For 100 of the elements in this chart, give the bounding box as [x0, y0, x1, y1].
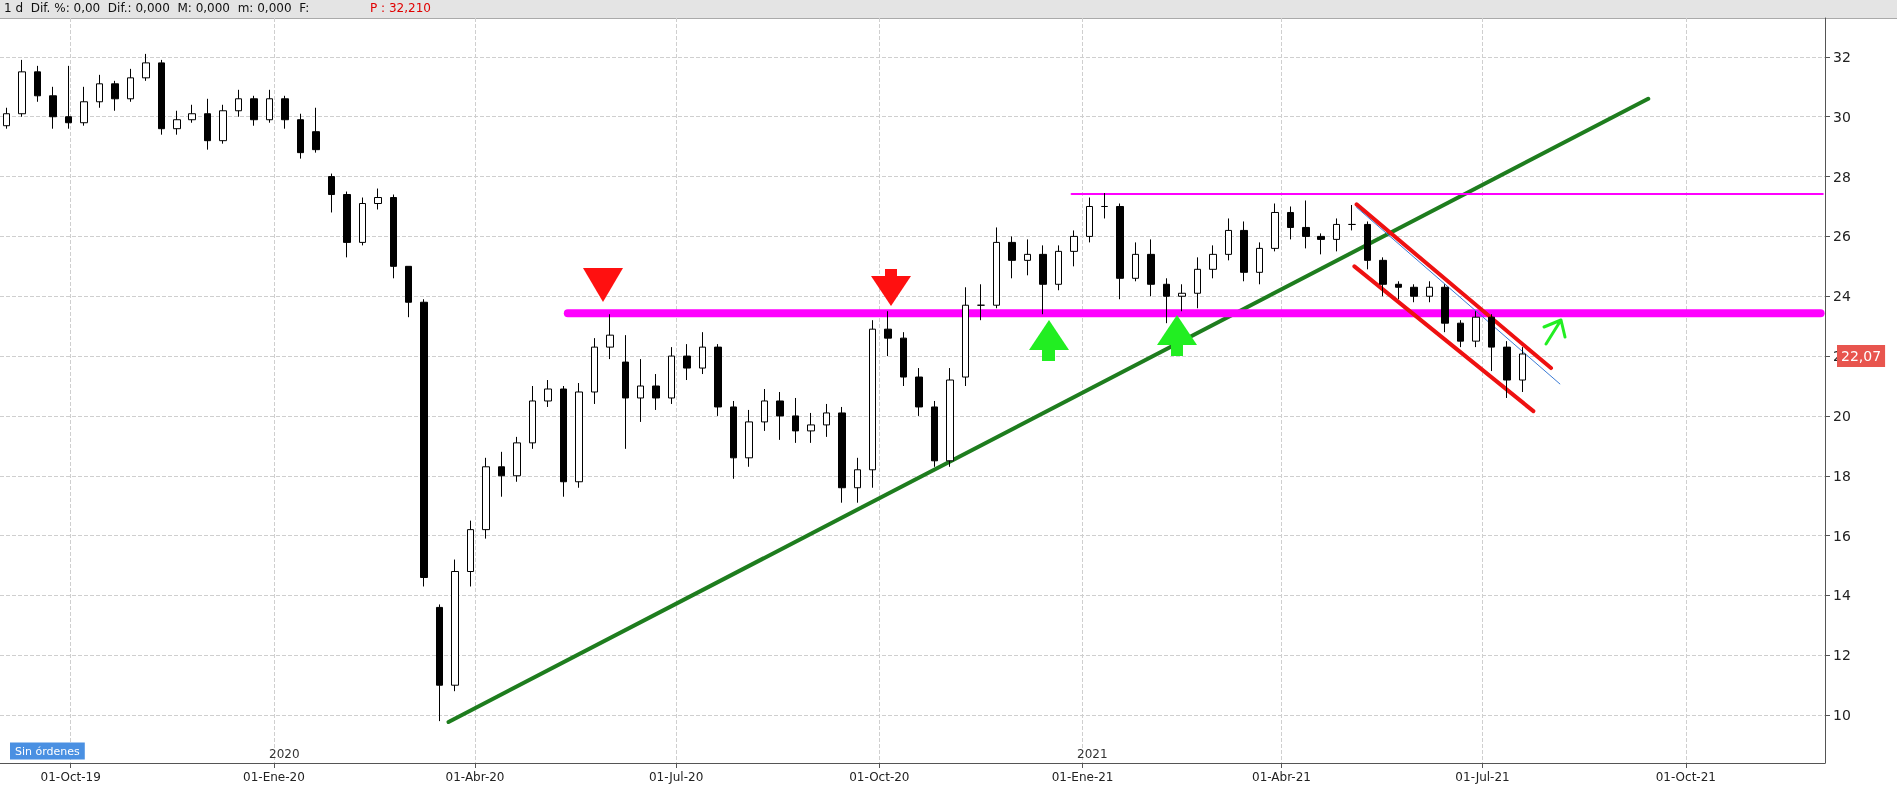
x-tick-label: 01-Oct-19	[40, 770, 101, 784]
candlestick	[1457, 319, 1464, 348]
candlestick	[1070, 229, 1078, 267]
candlestick	[1101, 192, 1108, 219]
candlestick	[1503, 340, 1511, 399]
candlestick	[1519, 346, 1526, 393]
candlestick	[807, 412, 815, 444]
y-tick-label: 20	[1833, 407, 1851, 424]
y-tick-label: 32	[1833, 48, 1851, 65]
x-tick-label: 01-Ene-21	[1051, 770, 1114, 784]
candlestick	[745, 409, 753, 468]
candlestick	[281, 95, 289, 130]
candlestick	[1426, 280, 1433, 303]
x-tick-label: 01-Oct-21	[1655, 770, 1716, 784]
candlestick	[1488, 313, 1495, 372]
candlestick	[977, 283, 985, 321]
x-tick-label: 01-Abr-20	[445, 770, 505, 784]
candlestick	[1410, 283, 1418, 303]
candlestick	[49, 86, 57, 130]
candlestick	[1086, 197, 1093, 243]
candlestick	[3, 107, 10, 130]
candlestick	[513, 436, 521, 483]
candlestick	[1240, 220, 1248, 282]
candlestick	[436, 603, 443, 722]
candlestick	[1039, 244, 1047, 315]
candlestick	[127, 68, 134, 103]
candlestick	[1132, 241, 1139, 282]
candlestick	[111, 80, 119, 112]
candlestick	[250, 95, 258, 127]
candlestick	[761, 388, 768, 432]
candlestick	[869, 319, 876, 489]
candlestick	[714, 343, 722, 417]
candlestick	[1008, 235, 1016, 279]
candlestick	[65, 65, 72, 130]
candlestick	[1302, 200, 1310, 249]
candlestick	[158, 59, 165, 136]
candlestick	[591, 337, 598, 405]
candlestick	[854, 457, 861, 504]
annotation: Sin órdenes	[15, 744, 81, 758]
candlestick	[792, 397, 799, 444]
candlestick	[560, 385, 567, 498]
y-tick-label: 18	[1833, 467, 1851, 484]
chart-subtitle: P : 32,210	[370, 1, 431, 15]
candlestick	[1271, 203, 1279, 252]
candlestick	[915, 367, 923, 417]
candlestick	[993, 226, 1000, 309]
candlestick	[1395, 280, 1402, 300]
candlestick	[1147, 238, 1155, 297]
candlestick	[219, 104, 227, 145]
candlestick	[328, 173, 335, 213]
y-tick-label: 30	[1833, 108, 1851, 125]
candlestick	[1194, 256, 1201, 309]
candlestick	[637, 358, 644, 423]
candlestick	[498, 451, 505, 498]
candlestick	[544, 379, 552, 408]
candlestick	[343, 191, 351, 258]
candlestick	[1472, 310, 1480, 348]
candlestick	[266, 89, 273, 124]
candlestick	[1116, 203, 1124, 300]
candlestick	[1256, 241, 1263, 285]
candlestick	[188, 104, 196, 124]
y-tick-label: 10	[1833, 707, 1851, 724]
candlestick	[1364, 220, 1371, 270]
y-tick-label: 26	[1833, 228, 1851, 245]
candlestick	[1055, 244, 1062, 291]
chart-title: 1 d Dif. %: 0,00 Dif.: 0,000 M: 0,000 m: 0,000 F:	[4, 1, 310, 15]
y-tick-label: 16	[1833, 527, 1851, 544]
candlestick	[451, 559, 459, 692]
candlestick	[297, 113, 304, 160]
x-tick-label: 01-Jul-20	[648, 770, 704, 784]
candlestick	[390, 194, 397, 279]
candlestick	[420, 298, 428, 587]
candlestick	[884, 310, 892, 357]
candlestick	[1163, 277, 1170, 324]
y-tick-label: 12	[1833, 647, 1851, 664]
candlestick	[18, 59, 26, 118]
candlestick	[931, 400, 938, 468]
annotation: 2021	[1077, 747, 1108, 761]
candlestick	[34, 65, 41, 103]
candlestick	[204, 98, 211, 151]
candlestick	[1333, 217, 1340, 252]
candlestick	[1024, 238, 1031, 276]
candlestick	[652, 373, 660, 411]
candlestick	[575, 382, 583, 489]
candlestick	[235, 89, 242, 118]
candlestick	[482, 457, 490, 540]
candlestick	[1379, 256, 1387, 297]
candlestick	[946, 367, 954, 468]
x-tick-label: 01-Ene-20	[243, 770, 305, 784]
candlestick	[405, 265, 412, 318]
candlestick	[823, 403, 830, 438]
x-tick-label: 01-Jul-21	[1455, 770, 1510, 784]
candlestick	[173, 110, 181, 136]
candlestick	[529, 385, 536, 450]
annotation: 2020	[269, 747, 300, 761]
candlestick	[1287, 205, 1294, 240]
candlestick	[962, 286, 969, 387]
text: 22,07	[1841, 348, 1882, 364]
candlestick	[359, 197, 366, 246]
y-tick-label: 24	[1833, 288, 1851, 305]
